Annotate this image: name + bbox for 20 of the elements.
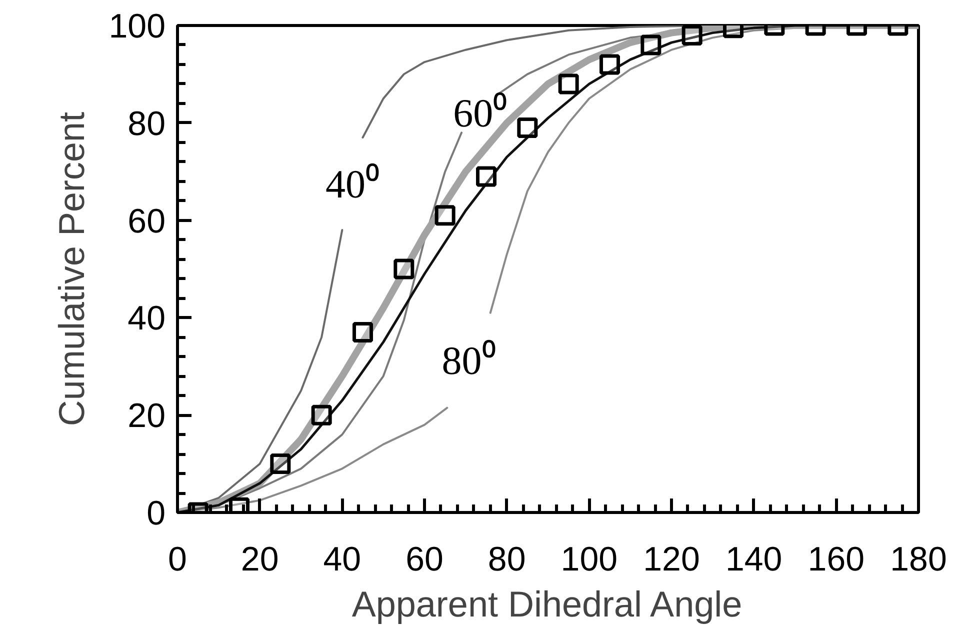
x-tick-label: 120 — [643, 540, 700, 578]
y-tick-label: 0 — [146, 494, 166, 532]
x-tick-label: 80 — [488, 540, 526, 578]
x-tick-label: 60 — [406, 540, 444, 578]
x-tick-label: 40 — [323, 540, 362, 578]
y-tick-label: 40 — [128, 300, 166, 338]
y-tick-label: 60 — [128, 202, 166, 240]
series-label: 60⁰ — [453, 90, 508, 136]
x-tick-label: 100 — [560, 540, 618, 578]
x-axis-title: Apparent Dihedral Angle — [352, 584, 742, 624]
x-tick-label: 20 — [240, 540, 279, 578]
y-tick-label: 20 — [128, 397, 166, 436]
series-label: 40⁰ — [325, 161, 380, 206]
y-tick-label: 80 — [128, 104, 166, 143]
x-tick-label: 180 — [890, 540, 947, 578]
y-axis-title: Cumulative Percent — [50, 112, 92, 426]
x-tick-label: 160 — [808, 540, 865, 578]
x-tick-label: 140 — [725, 540, 782, 578]
series-label: 80⁰ — [442, 338, 496, 383]
y-tick-label: 100 — [108, 8, 166, 46]
